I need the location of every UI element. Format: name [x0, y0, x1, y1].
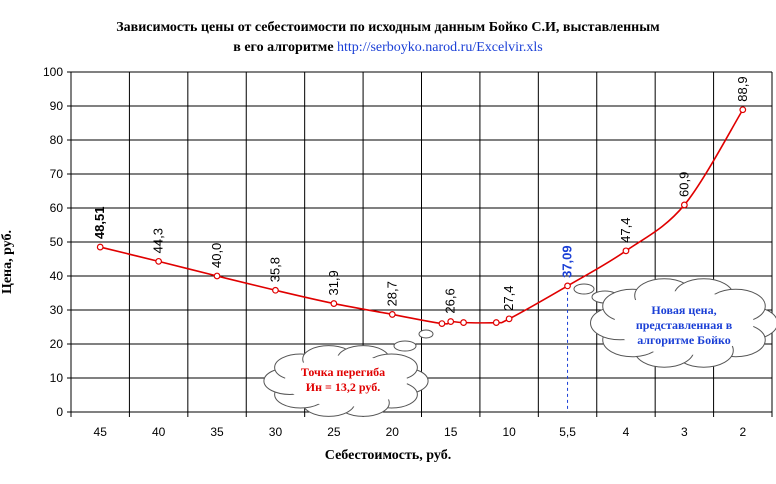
x-axis-label: Себестоимость, руб. [324, 448, 452, 463]
data-label: 35,8 [267, 257, 282, 282]
data-point [330, 300, 338, 307]
y-axis-label: Цена, руб. [0, 229, 15, 295]
data-label: 37,09 [560, 245, 575, 278]
new-price-callout: Новая цена, представленная в алгоритме Б… [616, 303, 752, 348]
x-tick-label: 30 [269, 425, 283, 439]
axes: 0 10 20 30 40 50 60 70 80 90 100 45 40 35 30 25 20 15 10 5,… [43, 65, 773, 439]
new-price-callout-line2: представленная в [635, 318, 733, 332]
x-tick-label: 2 [739, 425, 746, 439]
data-point [388, 311, 396, 318]
new-price-callout-line1: Новая цена, [651, 303, 717, 317]
data-label: 31,9 [326, 270, 341, 295]
data-point [460, 319, 467, 326]
source-link[interactable]: http://serboyko.narod.ru/Excelvir.xls [337, 40, 543, 55]
data-point [680, 201, 688, 209]
cloud-body [614, 291, 754, 355]
inflection-callout-line1: Точка перегиба [300, 365, 386, 379]
chart-title-prefix: в его алгоритме [233, 40, 334, 55]
chart-title-line1: Зависимость цены от себестоимости по исх… [116, 20, 660, 35]
y-tick-label: 10 [50, 371, 64, 385]
inflection-cloud [263, 345, 429, 417]
cloud-puff [573, 283, 595, 295]
cloud-puff [393, 340, 417, 352]
inflection-callout: Точка перегиба Ин = 13,2 руб. [288, 365, 398, 395]
data-point [155, 257, 163, 265]
data-point [96, 243, 104, 251]
data-label: 26,6 [443, 288, 458, 313]
callout-clouds [263, 278, 776, 417]
data-label: 27,4 [501, 286, 516, 311]
data-label: 40,0 [209, 243, 224, 268]
y-tick-label: 80 [50, 133, 64, 147]
data-label: 44,3 [151, 228, 166, 253]
x-tick-label: 15 [444, 425, 458, 439]
x-tick-label: 5,5 [559, 425, 576, 439]
data-labels: 48,51 44,3 40,0 35,8 31,9 28,7 26,6 27,4 37,09 47… [92, 76, 750, 313]
data-point [564, 282, 571, 290]
data-point [622, 247, 630, 255]
data-point [447, 318, 455, 325]
data-point [438, 320, 446, 328]
chart-title-line2: в его алгоритме http://serboyko.narod.ru… [0, 40, 776, 56]
data-point [492, 319, 500, 326]
y-tick-label: 40 [50, 269, 64, 283]
x-tick-label: 45 [94, 425, 108, 439]
new-price-callout-line3: алгоритме Бойко [637, 333, 731, 347]
x-tick-label: 25 [327, 425, 341, 439]
inflection-callout-line2: Ин = 13,2 руб. [305, 380, 381, 394]
new-price-cloud [590, 278, 776, 368]
data-label: 28,7 [384, 281, 399, 306]
data-label: 48,51 [92, 207, 107, 240]
data-point [739, 106, 747, 114]
cloud-body [284, 355, 408, 407]
data-point [272, 286, 279, 294]
y-tick-label: 70 [50, 167, 64, 181]
data-label: 60,9 [676, 172, 691, 197]
y-tick-label: 100 [43, 65, 63, 79]
data-point [213, 272, 221, 280]
y-tick-label: 60 [50, 201, 64, 215]
x-tick-label: 40 [152, 425, 166, 439]
y-tick-label: 20 [50, 337, 64, 351]
y-tick-label: 50 [50, 235, 64, 249]
x-tick-label: 3 [681, 425, 688, 439]
x-tick-label: 4 [623, 425, 630, 439]
y-tick-label: 30 [50, 303, 64, 317]
x-tick-label: 20 [386, 425, 400, 439]
data-label: 47,4 [618, 218, 633, 243]
y-tick-label: 90 [50, 99, 64, 113]
x-tick-label: 35 [210, 425, 224, 439]
data-label: 88,9 [735, 76, 750, 101]
series-line [96, 106, 747, 412]
x-tick-label: 10 [502, 425, 516, 439]
data-point [505, 315, 513, 323]
cloud-puff [418, 329, 434, 339]
y-tick-label: 0 [56, 405, 63, 419]
